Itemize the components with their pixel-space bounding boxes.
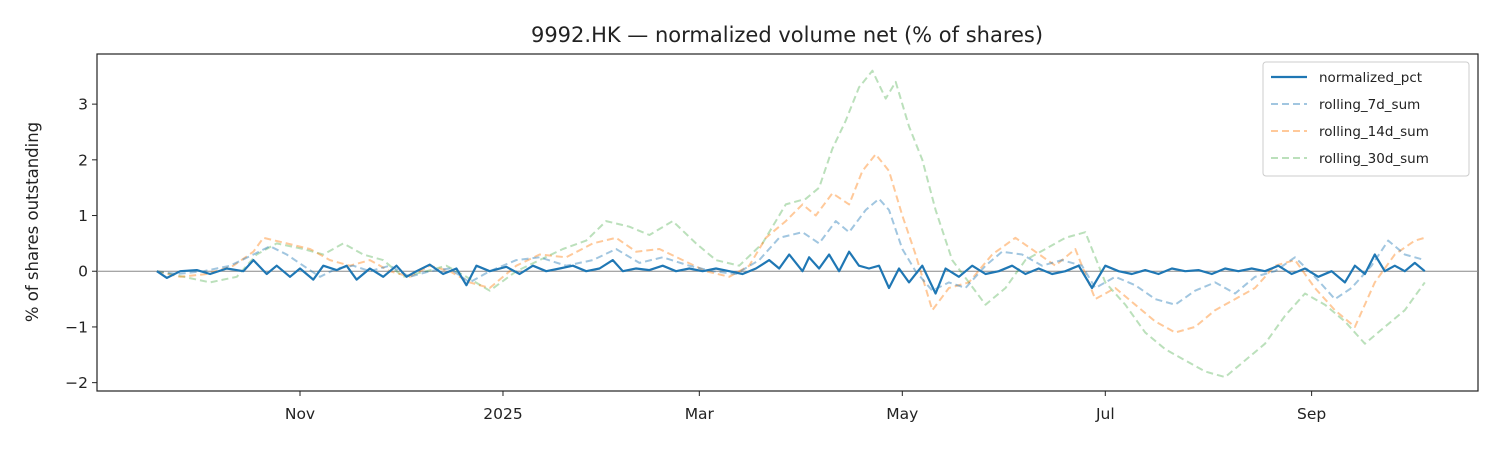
y-axis: −2 −1 0 1 2 3 bbox=[65, 96, 97, 392]
x-axis: Nov 2025 Mar May Jul Sep bbox=[285, 391, 1326, 423]
y-tick-label: 3 bbox=[78, 96, 88, 114]
series-layer bbox=[156, 69, 1426, 379]
y-axis-label: % of shares outstanding bbox=[23, 122, 42, 322]
x-tick-label: 2025 bbox=[483, 405, 522, 423]
legend-label: normalized_pct bbox=[1319, 70, 1422, 86]
y-tick-label: 0 bbox=[78, 263, 88, 281]
legend-label: rolling_7d_sum bbox=[1319, 97, 1420, 113]
x-tick-label: Sep bbox=[1297, 405, 1326, 423]
series-line-rolling-30d-sum bbox=[156, 69, 1426, 379]
x-tick-label: May bbox=[886, 405, 918, 423]
legend-label: rolling_14d_sum bbox=[1319, 124, 1429, 140]
series-line-rolling-7d-sum bbox=[156, 197, 1426, 306]
legend: normalized_pct rolling_7d_sum rolling_14d_… bbox=[1262, 61, 1470, 177]
series-line-rolling-14d-sum bbox=[156, 153, 1426, 334]
legend-label: rolling_30d_sum bbox=[1319, 151, 1429, 167]
plot-area-frame bbox=[96, 53, 1479, 392]
y-tick-label: −2 bbox=[65, 374, 88, 392]
series-line-normalized-pct bbox=[156, 250, 1426, 295]
y-tick-label: −1 bbox=[65, 318, 88, 336]
x-tick-label: Mar bbox=[685, 405, 715, 423]
x-tick-label: Nov bbox=[285, 405, 315, 423]
y-tick-label: 1 bbox=[78, 207, 88, 225]
legend-items: normalized_pct rolling_7d_sum rolling_14d_… bbox=[1271, 70, 1429, 167]
chart-title: 9992.HK — normalized volume net (% of sh… bbox=[531, 23, 1043, 47]
y-tick-label: 2 bbox=[78, 151, 88, 169]
x-tick-label: Jul bbox=[1095, 405, 1115, 423]
legend-box bbox=[1262, 61, 1470, 177]
